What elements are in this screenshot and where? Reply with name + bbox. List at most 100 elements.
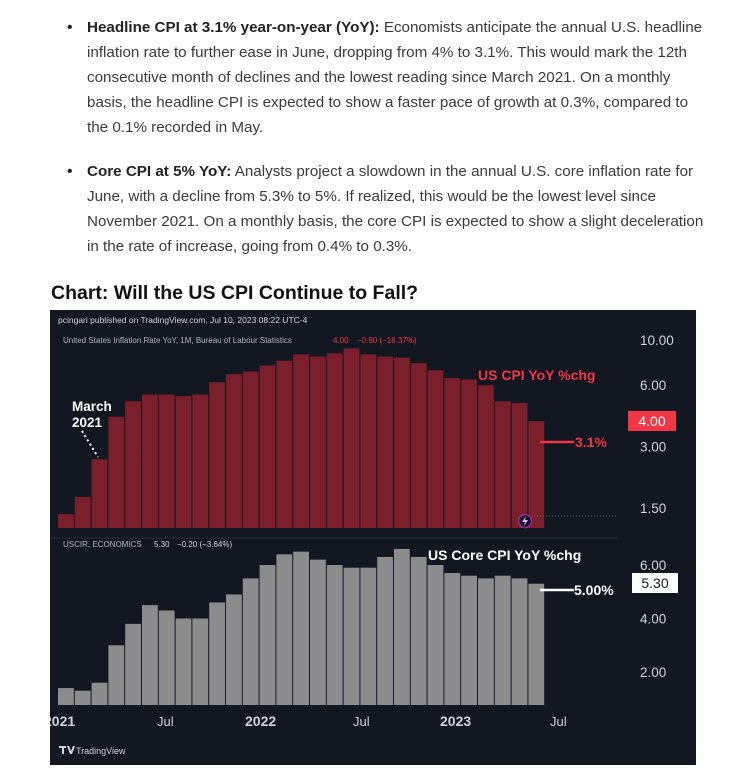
- x-axis-label: 2023: [440, 713, 471, 729]
- top-legend-name: United States Inflation Rate YoY, 1M, Bu…: [63, 336, 292, 345]
- bottom-bar: [444, 573, 461, 705]
- bottom-bar: [192, 618, 209, 705]
- bottom-bar: [226, 594, 242, 705]
- bottom-bar: [478, 578, 494, 705]
- top-bar: [142, 394, 158, 528]
- bottom-bar: [343, 567, 360, 705]
- bullet-headline-bold: Headline CPI at 3.1% year-on-year (YoY):: [87, 19, 380, 36]
- top-bar: [58, 514, 74, 528]
- top-bar: [209, 382, 225, 528]
- top-bar: [461, 379, 477, 528]
- bottom-bar: [125, 623, 141, 705]
- bottom-y-tick: 2.00: [640, 665, 666, 680]
- bottom-bar: [209, 602, 225, 705]
- bottom-bar: [58, 688, 74, 705]
- top-bar: [175, 396, 192, 528]
- bottom-bar: [310, 559, 326, 705]
- bottom-bar: [360, 567, 377, 705]
- bottom-y-tick: 6.00: [640, 558, 666, 573]
- bottom-legend-change: −0.20 (−3.64%): [177, 540, 232, 549]
- top-last-value-text: 4.00: [638, 413, 665, 429]
- top-bar: [158, 394, 175, 528]
- bullet-headline-text: Economists anticipate the annual U.S. he…: [87, 19, 703, 136]
- top-bar: [427, 370, 444, 528]
- bottom-bar: [461, 575, 477, 705]
- top-bar: [125, 401, 141, 528]
- bottom-series-title: US Core CPI YoY %chg: [428, 547, 581, 563]
- bullet-core-text: Analysts project a slowdown in the annua…: [87, 163, 704, 255]
- top-y-tick: 1.50: [640, 501, 666, 516]
- top-bar: [478, 385, 494, 528]
- march-annotation-pointer: [81, 430, 99, 458]
- top-legend-change: −0.90 (−18.37%): [357, 336, 417, 345]
- top-bar: [326, 353, 343, 528]
- bottom-forecast-label: 5.00%: [574, 582, 614, 598]
- top-y-tick: 6.00: [640, 378, 666, 393]
- bottom-last-value-text: 5.30: [641, 575, 668, 591]
- top-bar: [74, 496, 91, 528]
- top-bar: [192, 394, 209, 528]
- march-annotation-line2: 2021: [72, 415, 103, 430]
- top-bar: [108, 416, 125, 528]
- bullet-core-cpi: Core CPI at 5% YoY: Analysts project a s…: [52, 159, 712, 259]
- bottom-bar: [158, 610, 175, 705]
- top-bar: [528, 421, 545, 528]
- bottom-bar: [108, 645, 125, 705]
- tradingview-logo-icon: [59, 746, 75, 754]
- x-axis-label: Jul: [157, 714, 174, 729]
- bottom-y-axis-labels: 6.00 4.00 2.00: [640, 558, 666, 680]
- bottom-bar: [74, 690, 91, 705]
- top-last-value-badge: [628, 411, 676, 431]
- top-bar: [259, 365, 276, 528]
- top-bar: [310, 356, 326, 528]
- march-annotation-line1: March: [72, 399, 112, 414]
- top-bar: [394, 357, 410, 528]
- top-bars: [58, 348, 545, 528]
- bottom-bar: [528, 583, 545, 705]
- published-line: pcingari published on TradingView.com, J…: [58, 315, 308, 325]
- bottom-bar: [326, 565, 343, 705]
- top-bar: [91, 459, 108, 528]
- price-axis: [617, 310, 696, 765]
- bottom-bar: [511, 578, 528, 705]
- top-y-tick: 10.00: [640, 333, 674, 348]
- top-bar: [276, 360, 293, 528]
- top-legend-value: 4.00: [333, 336, 349, 345]
- event-bolt-icon[interactable]: [517, 513, 533, 529]
- top-bar: [444, 378, 461, 528]
- top-y-tick: 3.00: [640, 440, 666, 455]
- bottom-bar: [242, 578, 259, 705]
- bottom-bar: [394, 548, 410, 705]
- bottom-bar: [377, 556, 393, 705]
- x-axis-label: Jul: [353, 714, 370, 729]
- bottom-bar: [142, 605, 158, 705]
- bottom-bar: [293, 551, 309, 705]
- top-bar: [410, 363, 427, 528]
- tradingview-chart[interactable]: pcingari published on TradingView.com, J…: [50, 310, 696, 765]
- x-axis-label: 2021: [50, 713, 75, 729]
- chart-canvas: pcingari published on TradingView.com, J…: [50, 310, 696, 765]
- top-bar: [343, 348, 360, 528]
- bottom-bar: [494, 575, 511, 705]
- bottom-legend-name: USCIR, ECONOMICS: [63, 540, 142, 549]
- top-bar: [494, 401, 511, 528]
- top-bar: [293, 354, 309, 528]
- tradingview-logo-text: TradingView: [76, 746, 126, 756]
- bottom-bar: [427, 565, 444, 705]
- top-bar: [242, 371, 259, 528]
- bottom-bar: [410, 556, 427, 705]
- top-series-title: US CPI YoY %chg: [478, 367, 595, 383]
- x-axis-label: 2022: [245, 713, 276, 729]
- bottom-bar: [276, 554, 293, 705]
- bottom-last-value-badge: [632, 573, 678, 593]
- bottom-bar: [91, 682, 108, 705]
- bottom-bars: [58, 548, 545, 705]
- x-axis-label: Jul: [550, 714, 567, 729]
- tradingview-logo: TradingView: [59, 746, 126, 756]
- top-bar: [360, 354, 377, 528]
- top-bar: [377, 356, 393, 528]
- x-axis-labels: 2021 Jul 2022 Jul 2023 Jul: [50, 713, 567, 729]
- top-y-axis-labels: 10.00 6.00 3.00 1.50: [640, 333, 674, 516]
- top-forecast-label: 3.1%: [575, 434, 607, 450]
- top-bar: [511, 403, 528, 528]
